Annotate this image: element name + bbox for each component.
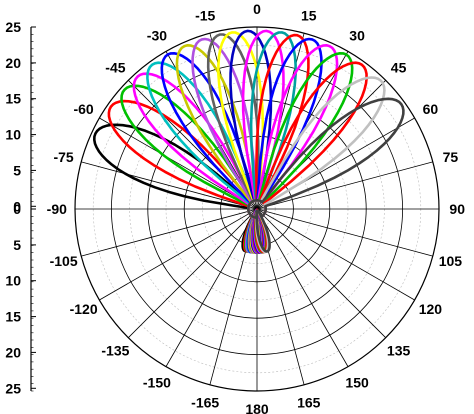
series-trace	[247, 97, 405, 253]
angle-tick-label: -60	[73, 101, 93, 117]
radial-tick-label: 15	[5, 91, 21, 107]
grid-spoke	[256, 208, 415, 301]
angle-tick-label: 150	[345, 374, 369, 390]
grid-spoke	[81, 208, 258, 257]
angle-tick-label: 105	[439, 253, 463, 269]
angle-tick-label: -135	[101, 343, 129, 359]
grid-spoke	[81, 161, 258, 210]
radial-tick-label: 5	[13, 237, 21, 253]
angle-tick-label: 45	[391, 59, 407, 75]
grid-spoke	[256, 208, 349, 367]
grid-spoke	[256, 161, 433, 210]
angle-tick-label: -45	[105, 59, 125, 75]
angle-tick-label: 60	[423, 101, 439, 117]
radial-tick-label: 0	[13, 198, 21, 214]
radial-tick-label: 20	[5, 344, 21, 360]
angle-tick-label: 120	[419, 301, 443, 317]
grid-spoke	[128, 208, 258, 338]
grid-spoke	[256, 208, 433, 257]
radial-tick-label: 5	[13, 162, 21, 178]
angle-tick-label: 135	[387, 343, 411, 359]
radial-tick-label: 20	[5, 55, 21, 71]
angle-tick-label: -105	[50, 253, 78, 269]
angle-tick-label: 15	[301, 8, 317, 24]
angle-tick-label: 165	[297, 394, 321, 410]
grid-spoke	[99, 117, 258, 210]
grid-spoke	[256, 208, 386, 338]
grid-spoke	[165, 208, 258, 367]
angle-tick-label: -30	[147, 28, 167, 44]
angle-tick-label: 75	[443, 149, 459, 165]
angle-tick-label: -75	[53, 149, 73, 165]
angle-tick-label: 90	[449, 201, 465, 217]
angle-tick-label: 0	[253, 1, 261, 17]
radial-tick-label: 15	[5, 309, 21, 325]
radial-tick-label: 0	[13, 201, 21, 217]
radial-tick-label: 25	[5, 380, 21, 396]
angle-tick-label: 180	[245, 401, 269, 414]
angle-tick-label: -120	[70, 301, 98, 317]
angular-tick-labels: 0 153045607590105120135150165180-165-150-…	[47, 1, 466, 414]
angle-tick-label: -15	[195, 8, 215, 24]
angle-tick-label: -165	[191, 394, 219, 410]
angle-tick-label: -150	[143, 374, 171, 390]
series-traces	[93, 29, 405, 254]
angle-tick-label: 30	[349, 28, 365, 44]
grid-spoke	[99, 208, 258, 301]
radial-tick-label: 10	[5, 273, 21, 289]
radial-tick-label: 25	[5, 19, 21, 35]
angle-tick-label: -90	[47, 201, 67, 217]
radial-tick-label: 10	[5, 127, 21, 143]
